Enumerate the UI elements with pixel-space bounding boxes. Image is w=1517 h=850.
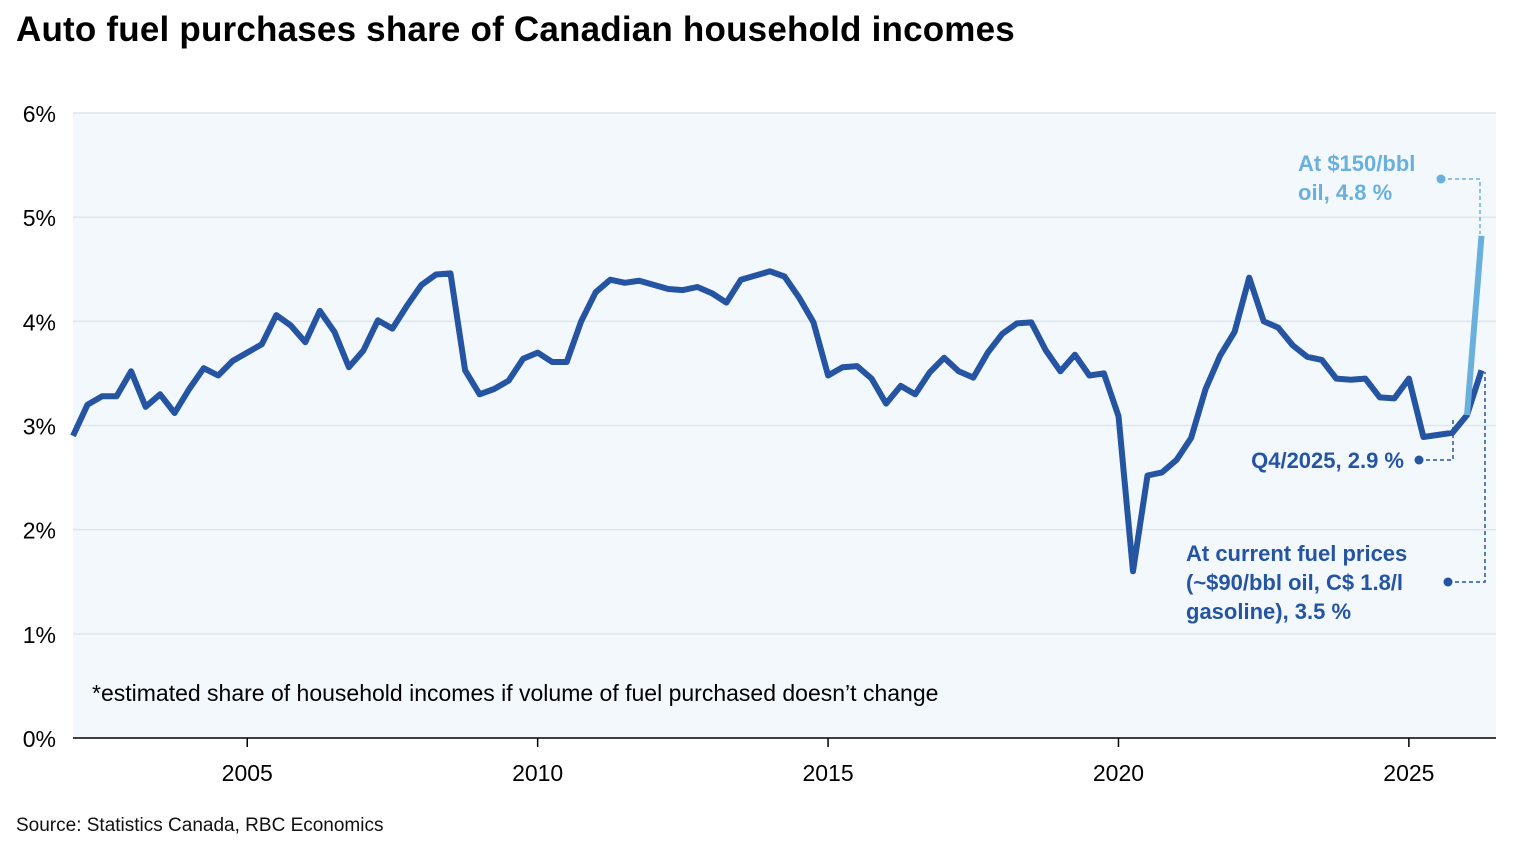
y-tick-label: 2% (23, 518, 56, 544)
annotation-label: Q4/2025, 2.9 % (1251, 448, 1404, 473)
series-line (1464, 235, 1485, 416)
annotation-label: At current fuel prices (~$90/bbl oil, C$ … (1186, 541, 1407, 624)
y-tick-label: 0% (23, 726, 56, 752)
y-tick-label: 5% (23, 205, 56, 231)
annotations: At $150/bbl oil, 4.8 % Q4/2025, 2.9 % At cu… (1186, 151, 1415, 624)
x-axis-ticks: 2005 2010 2015 2020 2025 (222, 738, 1434, 786)
annotation-label: At $150/bbl oil, 4.8 % (1298, 151, 1415, 205)
series-line (70, 268, 1485, 575)
y-tick-label: 4% (23, 309, 56, 335)
footnote: *estimated share of household incomes if… (92, 680, 938, 706)
annotation-line: oil, 4.8 % (1298, 180, 1392, 205)
leader-dot (1414, 455, 1424, 465)
leader-line (1441, 178, 1481, 234)
source-note: Source: Statistics Canada, RBC Economics (16, 815, 384, 836)
y-tick-label: 6% (23, 101, 56, 127)
y-axis-ticks: 0% 1% 2% 3% 4% 5% 6% (23, 101, 56, 752)
leader-line (1448, 372, 1486, 583)
annotation-line: gasoline), 3.5 % (1186, 599, 1351, 624)
y-tick-label: 1% (23, 622, 56, 648)
annotation-line: (~$90/bbl oil, C$ 1.8/l (1186, 570, 1403, 595)
annotation-leader-lines (1414, 174, 1486, 587)
annotation-line: At $150/bbl (1298, 151, 1415, 176)
y-tick-label: 3% (23, 414, 56, 440)
annotation-line: Q4/2025, 2.9 % (1251, 448, 1404, 473)
series-lines (70, 235, 1485, 575)
x-tick-label: 2025 (1383, 760, 1434, 786)
x-tick-label: 2020 (1093, 760, 1144, 786)
leader-dot (1436, 174, 1446, 184)
annotation-line: At current fuel prices (1186, 541, 1407, 566)
leader-dot (1443, 577, 1453, 587)
x-tick-label: 2005 (222, 760, 273, 786)
x-tick-label: 2015 (802, 760, 853, 786)
x-tick-label: 2010 (512, 760, 563, 786)
chart-title: Auto fuel purchases share of Canadian ho… (16, 10, 1015, 49)
grid-lines (73, 112, 1496, 739)
